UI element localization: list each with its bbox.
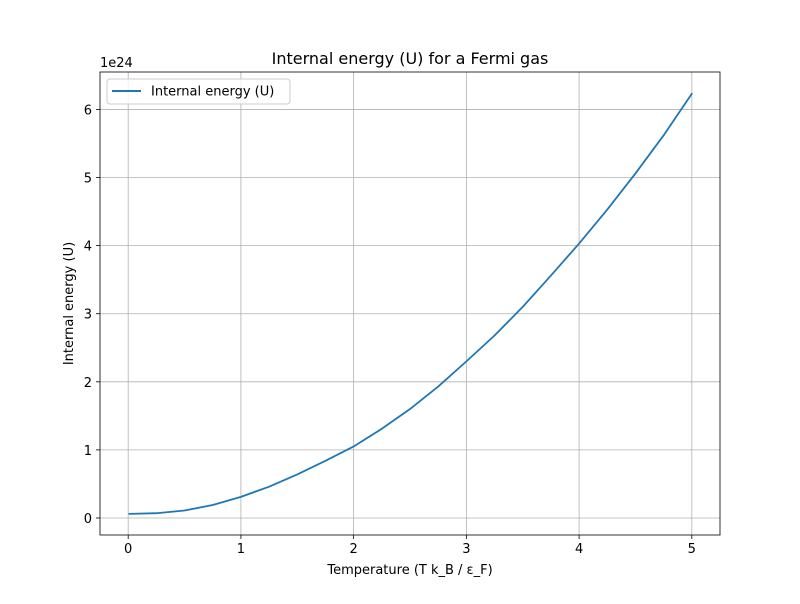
chart-title: Internal energy (U) for a Fermi gas bbox=[272, 49, 549, 68]
x-tick-label: 4 bbox=[575, 542, 583, 557]
series-line bbox=[128, 92, 693, 515]
y-tick-label: 2 bbox=[84, 376, 92, 391]
x-tick-label: 1 bbox=[237, 542, 245, 557]
x-axis-label: Temperature (T k_B / ε_F) bbox=[326, 563, 492, 578]
series-layer bbox=[128, 92, 693, 515]
x-tick-label: 3 bbox=[462, 542, 470, 557]
legend: Internal energy (U) bbox=[106, 78, 291, 105]
grid-layer bbox=[100, 72, 720, 535]
x-tick-label: 2 bbox=[349, 542, 357, 557]
y-tick-label: 3 bbox=[84, 308, 92, 323]
ticks-layer: 0 1 2 3 4 5 0 1 2 3 4 5 6 bbox=[84, 103, 696, 557]
x-tick-label: 5 bbox=[688, 542, 696, 557]
x-tick-label: 0 bbox=[124, 542, 132, 557]
y-tick-label: 0 bbox=[84, 512, 92, 527]
y-offset-label: 1e24 bbox=[100, 56, 133, 71]
y-axis-label: Internal energy (U) bbox=[62, 242, 77, 365]
axes-frame bbox=[99, 71, 721, 536]
legend-box bbox=[106, 78, 291, 105]
y-tick-label: 4 bbox=[84, 240, 92, 255]
y-tick-label: 1 bbox=[84, 444, 92, 459]
y-tick-label: 6 bbox=[84, 103, 92, 118]
legend-label: Internal energy (U) bbox=[151, 85, 274, 100]
y-tick-label: 5 bbox=[84, 172, 92, 187]
